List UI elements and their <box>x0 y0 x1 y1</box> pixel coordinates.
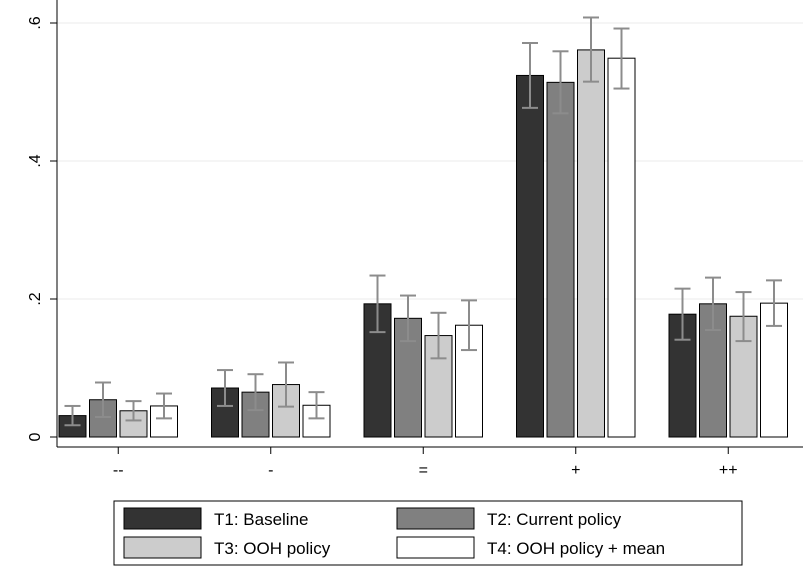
x-tick-label: + <box>571 462 580 479</box>
legend-label: T2: Current policy <box>487 510 622 529</box>
bar <box>577 49 605 438</box>
bar <box>516 74 544 438</box>
error-bars <box>64 16 782 427</box>
y-tick-label: .4 <box>27 154 44 167</box>
legend-label: T1: Baseline <box>214 510 309 529</box>
x-tick-label: = <box>419 462 428 479</box>
y-tick-label: 0 <box>27 432 44 441</box>
gridlines <box>57 22 803 300</box>
y-tick-label: .2 <box>27 292 44 305</box>
legend-swatch <box>123 536 202 559</box>
legend-label: T3: OOH policy <box>214 539 331 558</box>
y-tick-label: .6 <box>27 16 44 29</box>
x-tick-label: -- <box>113 462 124 479</box>
legend-swatch <box>123 507 202 530</box>
legend-label: T4: OOH policy + mean <box>487 539 665 558</box>
legend-swatch <box>396 536 475 559</box>
bar <box>546 81 575 438</box>
legend: T1: Baseline T2: Current policy T3: OOH po… <box>113 500 743 566</box>
x-tick-label: - <box>268 462 273 479</box>
x-tick-label: ++ <box>719 462 738 479</box>
legend-swatch <box>396 507 475 530</box>
bars <box>58 49 788 438</box>
bar <box>607 57 636 438</box>
axes: 0.2.4.6-- - = + ++ <box>27 0 803 479</box>
